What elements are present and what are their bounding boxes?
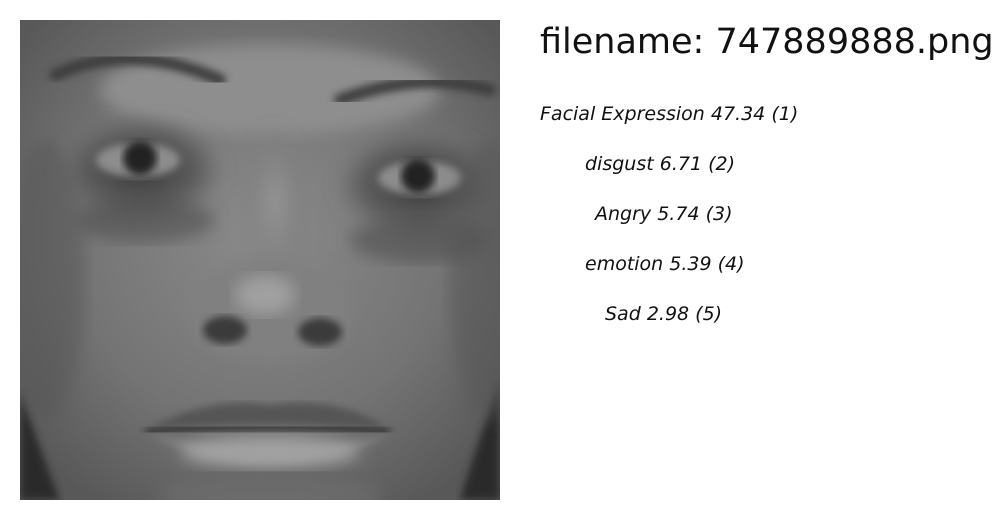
prediction-rank: (4): [717, 253, 745, 275]
prediction-label: Sad: [605, 303, 641, 325]
prediction-label: Angry: [595, 203, 652, 225]
filename-label: filename: 747889888.png: [540, 22, 994, 62]
prediction-score: 5.39: [669, 253, 712, 275]
prediction-rank: (3): [705, 203, 733, 225]
prediction-score: 47.34: [710, 103, 766, 125]
prediction-rank: (1): [771, 103, 799, 125]
prediction-row: emotion 5.39 (4): [585, 253, 745, 275]
prediction-rank: (2): [708, 153, 736, 175]
prediction-row: disgust 6.71 (2): [585, 153, 735, 175]
prediction-row: Facial Expression 47.34 (1): [540, 103, 798, 125]
prediction-row: Angry 5.74 (3): [595, 203, 732, 225]
prediction-score: 5.74: [657, 203, 700, 225]
prediction-score: 6.71: [659, 153, 703, 175]
face-illustration: [20, 20, 500, 500]
prediction-rank: (5): [695, 303, 723, 325]
face-photo: [20, 20, 500, 500]
prediction-score: 2.98: [646, 303, 690, 325]
prediction-label: disgust: [585, 153, 654, 175]
prediction-label: Facial Expression: [540, 103, 705, 125]
prediction-label: emotion: [585, 253, 664, 275]
prediction-row: Sad 2.98 (5): [605, 303, 722, 325]
